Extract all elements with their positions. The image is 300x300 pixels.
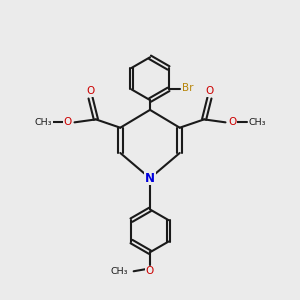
Text: N: N: [145, 172, 155, 185]
Text: O: O: [205, 86, 214, 96]
Text: CH₃: CH₃: [111, 267, 128, 276]
Text: Br: Br: [182, 83, 193, 93]
Text: O: O: [146, 266, 154, 276]
Text: O: O: [228, 117, 236, 127]
Text: O: O: [86, 86, 95, 96]
Text: CH₃: CH₃: [35, 118, 52, 127]
Text: CH₃: CH₃: [248, 118, 266, 127]
Text: O: O: [64, 117, 72, 127]
